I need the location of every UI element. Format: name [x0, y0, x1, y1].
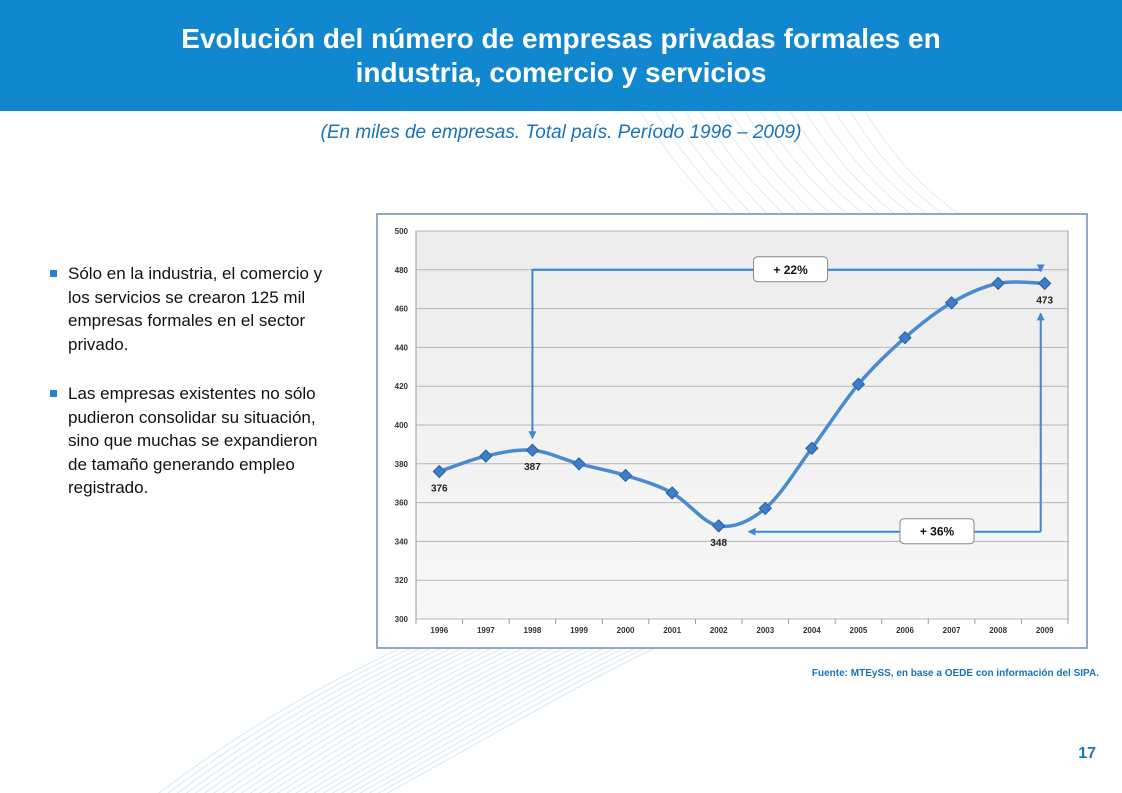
y-tick-label: 420: [395, 382, 409, 391]
y-tick-label: 360: [395, 499, 409, 508]
decorative-curve: [669, 110, 753, 216]
line-chart: 300 320 340 360 380 400 420 440 460 480 500 1996 199…: [395, 227, 1069, 635]
y-tick-label: 340: [395, 537, 409, 546]
page-number: 17: [1078, 745, 1096, 762]
header-bar: Evolución del número de empresas privada…: [0, 0, 1122, 111]
y-tick-label: 300: [395, 615, 409, 624]
bullet-item: Sólo en la industria, el comercio y los …: [50, 262, 340, 356]
data-point: [758, 501, 772, 516]
x-tick-label: 2002: [710, 626, 728, 635]
data-point: [479, 449, 493, 463]
data-point: [805, 441, 819, 455]
decorative-curve: [729, 110, 817, 216]
x-tick-label: 2004: [803, 626, 821, 635]
data-point: [991, 276, 1005, 291]
decorative-curve: [684, 110, 769, 216]
x-tick-label: 1996: [430, 626, 448, 635]
bullet-square-icon: [50, 390, 57, 397]
decorative-curve: [834, 110, 929, 216]
y-tick-label: 440: [395, 343, 409, 352]
annotation-box: [753, 256, 829, 283]
y-tick-label: 480: [395, 266, 409, 275]
data-point: [851, 377, 866, 391]
data-label: 348: [710, 538, 727, 549]
page-subtitle: (En miles de empresas. Total país. Perío…: [320, 122, 802, 143]
annotation-box: [899, 518, 975, 545]
data-label: 387: [524, 462, 541, 473]
x-tick-label: 2003: [756, 626, 774, 635]
data-point: [665, 486, 679, 500]
x-tick-label: 2009: [1036, 626, 1054, 635]
y-tick-label: 460: [395, 305, 409, 314]
x-tick-label: 2000: [617, 626, 635, 635]
x-tick-label: 1997: [477, 626, 495, 635]
decorative-curve: [849, 110, 945, 216]
bullet-text: Las empresas existentes no sólo pudieron…: [68, 384, 318, 497]
decorative-curve: [774, 110, 865, 216]
annotation-label: + 36%: [920, 525, 955, 539]
decorative-curve: [699, 110, 785, 216]
x-tick-label: 1998: [524, 626, 542, 635]
page-title-line-2: industria, comercio y servicios: [355, 56, 767, 88]
y-tick-label: 320: [395, 576, 409, 585]
data-point: [1038, 276, 1052, 291]
decorative-curve: [804, 110, 897, 216]
bullet-list: Sólo en la industria, el comercio y los …: [50, 262, 340, 526]
annotation-arrow: [532, 264, 1045, 273]
decorative-curve: [864, 110, 961, 216]
chart-frame: 300 320 340 360 380 400 420 440 460 480 500 1996 199…: [376, 213, 1088, 649]
y-tick-label: 380: [395, 460, 409, 469]
decorative-curve: [819, 110, 913, 216]
decorative-curve: [744, 110, 833, 216]
annotation-label: + 22%: [773, 263, 808, 277]
bullet-item: Las empresas existentes no sólo pudieron…: [50, 382, 340, 500]
x-tick-label: 2007: [943, 626, 961, 635]
source-note: Fuente: MTEySS, en base a OEDE con infor…: [811, 668, 1099, 679]
data-point: [898, 330, 912, 345]
data-point: [618, 468, 633, 483]
data-point: [432, 464, 446, 479]
data-point: [712, 519, 726, 533]
data-point: [944, 296, 959, 310]
y-tick-label: 400: [395, 421, 409, 430]
series-line: [438, 280, 1045, 529]
x-tick-label: 2008: [989, 626, 1007, 635]
decorative-curve: [789, 110, 881, 216]
data-label: 473: [1036, 295, 1053, 306]
data-point: [572, 457, 586, 471]
x-tick-label: 2001: [663, 626, 681, 635]
x-tick-label: 2005: [850, 626, 868, 635]
data-point: [525, 443, 540, 457]
page-title-line-1: Evolución del número de empresas privada…: [181, 22, 941, 54]
decorative-curve: [639, 110, 721, 216]
decorative-curve: [759, 110, 849, 216]
x-tick-label: 1999: [570, 626, 588, 635]
bullet-square-icon: [50, 270, 57, 277]
bullet-text: Sólo en la industria, el comercio y los …: [68, 264, 323, 354]
decorative-curve: [654, 110, 737, 216]
data-label: 376: [431, 484, 448, 495]
decorative-curve: [714, 110, 801, 216]
x-tick-label: 2006: [896, 626, 914, 635]
y-tick-label: 500: [395, 227, 409, 236]
